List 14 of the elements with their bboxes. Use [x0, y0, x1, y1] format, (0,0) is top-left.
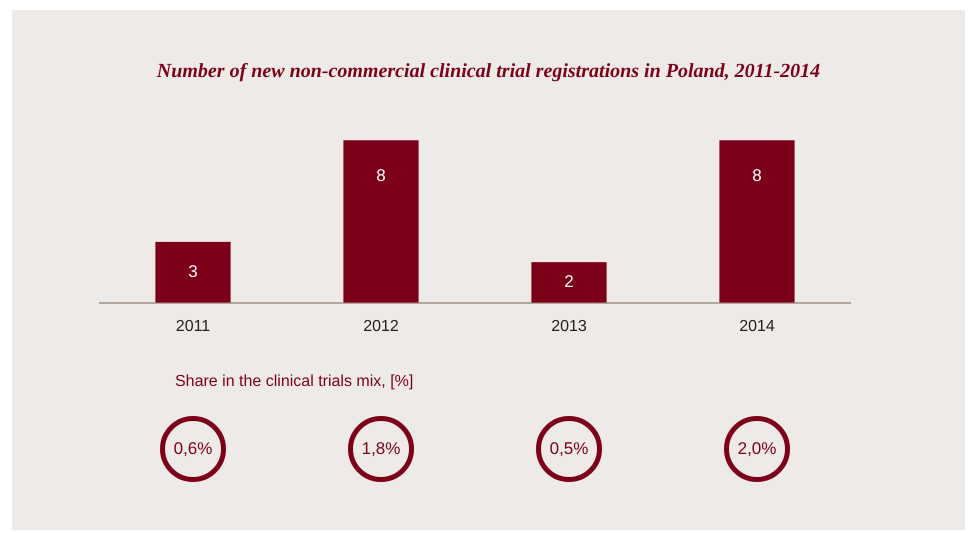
- chart-title: Number of new non-commercial clinical trial registrations in Poland, 2011-2014: [156, 60, 822, 83]
- text: Share in the clinical trials mix, [%]: [175, 373, 414, 391]
- data-label: 3: [188, 262, 198, 282]
- x-tick-label: 2012: [363, 318, 399, 335]
- text: 0,6%: [174, 439, 212, 459]
- text: 0,5%: [550, 439, 588, 459]
- x-tick-label: 2014: [739, 318, 775, 335]
- data-label: 8: [376, 166, 386, 185]
- x-tick-label: 2013: [551, 318, 587, 335]
- x-tick-label: 2011: [176, 318, 210, 335]
- data-label: 2: [564, 272, 574, 292]
- text: 1,8%: [362, 439, 400, 459]
- data-label: 8: [752, 166, 762, 185]
- text: 2,0%: [738, 439, 776, 459]
